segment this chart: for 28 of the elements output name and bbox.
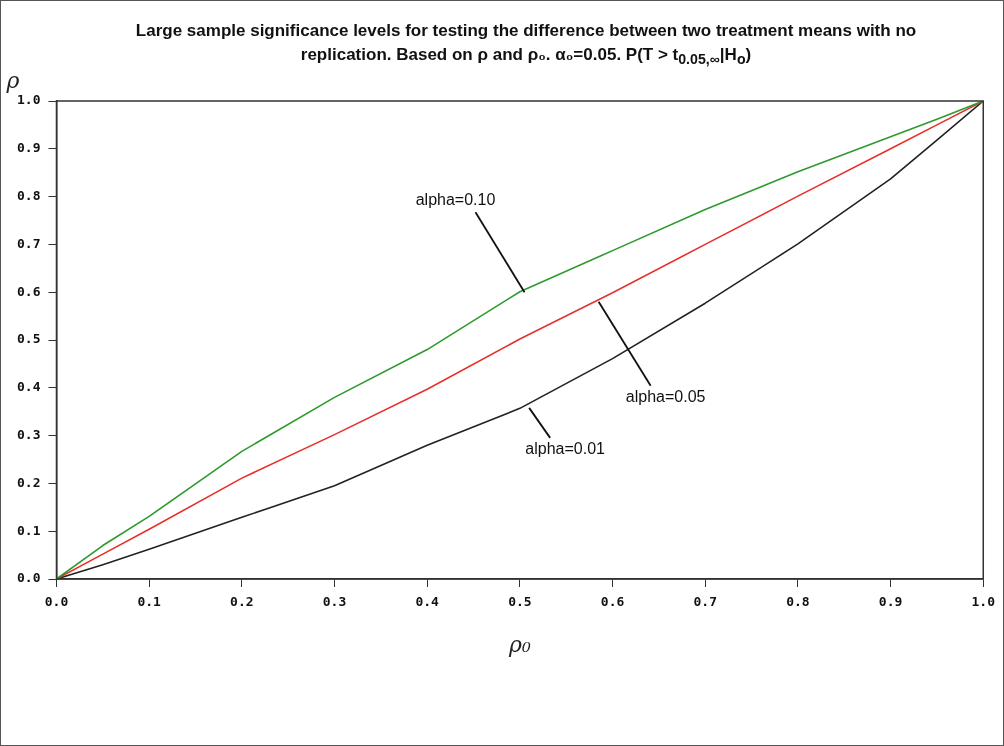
x-tick-label: 0.6 (600, 594, 625, 610)
y-tick-label: 0.7 (17, 235, 41, 251)
chart-title: Large sample significance levels for testing the difference between two treatment means with no replication. Based on ρ and ρ₀. α₀=0.05. P(T > t$_{0.05,∞}$|H$_{o}$) (134, 20, 918, 70)
x-tick-label: 1.0 (971, 594, 996, 610)
y-tick-label: 0.0 (17, 570, 41, 586)
x-tick-label: 0.8 (786, 594, 810, 610)
x-tick-label: 0.7 (693, 594, 717, 610)
x-tick-label: 0.9 (878, 594, 903, 610)
x-tick-label: 0.5 (508, 594, 532, 610)
y-axis-title: ρ (5, 67, 20, 93)
y-tick-label: 0.3 (17, 426, 41, 442)
x-tick-label: 0.0 (44, 594, 69, 610)
y-tick-label: 0.4 (17, 379, 41, 395)
y-tick-label: 0.5 (17, 331, 41, 347)
y-tick-label: 0.1 (17, 522, 41, 538)
x-tick-label: 0.4 (415, 594, 440, 610)
y-tick-label: 0.8 (17, 187, 41, 203)
y-tick-label: 1.0 (17, 92, 41, 108)
x-tick-label: 0.1 (137, 594, 162, 610)
annotation: alpha=0.10 (415, 190, 496, 208)
y-tick-label: 0.6 (17, 283, 41, 299)
y-tick-label: 0.9 (17, 140, 41, 156)
annotation: alpha=0.05 (625, 388, 706, 406)
annotation: alpha=0.01 (525, 440, 606, 458)
x-axis-title: ρ₀ (507, 631, 531, 657)
x-tick-label: 0.3 (322, 594, 347, 610)
y-tick-label: 0.2 (17, 474, 41, 490)
x-tick-label: 0.2 (230, 594, 254, 610)
